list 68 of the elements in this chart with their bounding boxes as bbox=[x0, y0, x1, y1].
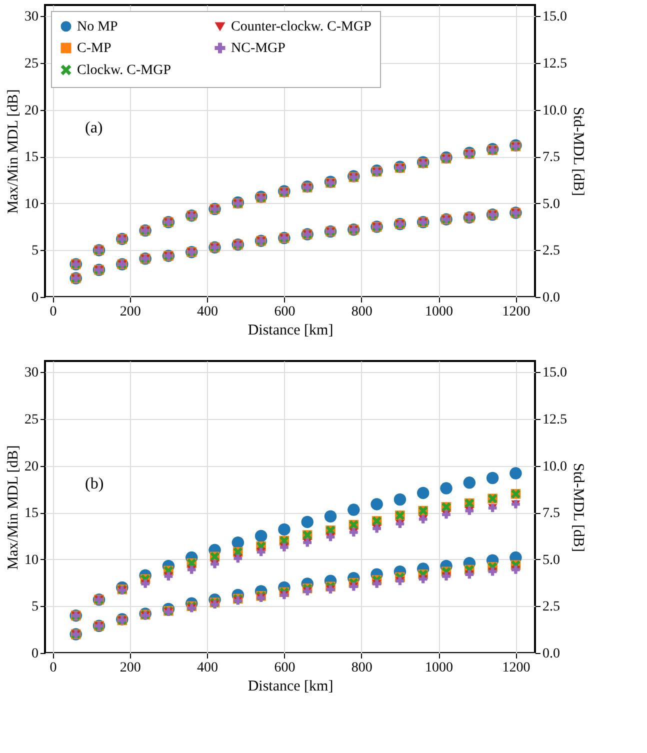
y2-tick-label: 2.5 bbox=[542, 244, 560, 259]
point bbox=[370, 498, 383, 510]
y-tick-label: 15 bbox=[24, 150, 38, 166]
y-tick-label: 30 bbox=[24, 366, 38, 381]
y2-tick-label: 5.0 bbox=[542, 196, 560, 212]
x-axis-title: Distance [km] bbox=[248, 322, 334, 338]
y-tick-label: 5 bbox=[32, 244, 38, 259]
point bbox=[416, 486, 430, 500]
legend-label: Counter-clockw. C-MGP bbox=[231, 20, 372, 35]
y2-tick-label: 12.5 bbox=[542, 56, 567, 72]
y-tick-label: 25 bbox=[24, 412, 38, 428]
y-tick-label: 25 bbox=[24, 56, 38, 72]
x-axis-title: Distance [km] bbox=[248, 678, 334, 694]
x-tick-label: 1200 bbox=[502, 304, 530, 320]
x-tick-label: 800 bbox=[351, 304, 372, 320]
y-tick-label: 30 bbox=[24, 10, 38, 25]
y-axis-title: Max/Min MDL [dB] bbox=[6, 89, 22, 214]
y-tick-label: 0 bbox=[32, 290, 38, 306]
y-tick-label: 10 bbox=[24, 196, 38, 212]
y2-tick-label: 15.0 bbox=[542, 366, 567, 381]
point bbox=[510, 467, 522, 480]
y2-tick-label: 10.0 bbox=[542, 459, 567, 474]
x-tick-label: 600 bbox=[274, 660, 296, 676]
point bbox=[301, 516, 314, 528]
point bbox=[486, 472, 499, 484]
x-tick-label: 800 bbox=[351, 660, 372, 676]
point bbox=[348, 504, 360, 516]
x-tick-label: 200 bbox=[120, 660, 141, 676]
y-axis-title: Max/Min MDL [dB] bbox=[6, 445, 22, 570]
legend-label: C-MP bbox=[77, 41, 112, 56]
point bbox=[278, 523, 290, 536]
annotation: (a) bbox=[85, 120, 103, 137]
y-tick-label: 0 bbox=[32, 646, 38, 662]
x-tick-label: 1200 bbox=[502, 660, 530, 676]
legend-label: Clockw. C-MGP bbox=[77, 63, 172, 78]
x-tick-label: 0 bbox=[50, 660, 57, 676]
y2-tick-label: 5.0 bbox=[542, 552, 560, 568]
y-tick-label: 20 bbox=[24, 103, 38, 118]
legend-label: NC-MGP bbox=[231, 41, 286, 56]
point bbox=[394, 493, 406, 506]
y-tick-label: 10 bbox=[24, 552, 38, 568]
x-tick-label: 1000 bbox=[425, 660, 454, 676]
y2-axis-title: Std-MDL [dB] bbox=[570, 462, 586, 552]
x-tick-label: 200 bbox=[120, 304, 141, 320]
y2-tick-label: 7.5 bbox=[542, 506, 560, 522]
y2-tick-label: 12.5 bbox=[542, 412, 567, 428]
y2-tick-label: 10.0 bbox=[542, 103, 567, 118]
y-tick-label: 15 bbox=[24, 506, 38, 522]
y-tick-label: 5 bbox=[32, 600, 38, 615]
y2-tick-label: 7.5 bbox=[542, 150, 560, 166]
y2-tick-label: 15.0 bbox=[542, 10, 567, 25]
point bbox=[463, 476, 476, 489]
annotation: (b) bbox=[85, 476, 104, 493]
x-tick-label: 1000 bbox=[425, 304, 454, 320]
x-tick-label: 400 bbox=[197, 304, 218, 320]
y2-tick-label: 2.5 bbox=[542, 600, 560, 615]
x-tick-label: 0 bbox=[50, 304, 57, 320]
point bbox=[254, 530, 268, 542]
y2-tick-label: 0.0 bbox=[542, 646, 560, 662]
point bbox=[324, 510, 337, 522]
legend-label: No MP bbox=[77, 19, 118, 34]
y-tick-label: 20 bbox=[24, 459, 38, 474]
x-tick-label: 400 bbox=[197, 660, 218, 676]
point bbox=[440, 482, 452, 494]
y2-axis-title: Std-MDL [dB] bbox=[570, 106, 586, 196]
y2-tick-label: 0.0 bbox=[542, 290, 560, 306]
x-tick-label: 600 bbox=[274, 304, 296, 320]
point bbox=[232, 536, 244, 549]
